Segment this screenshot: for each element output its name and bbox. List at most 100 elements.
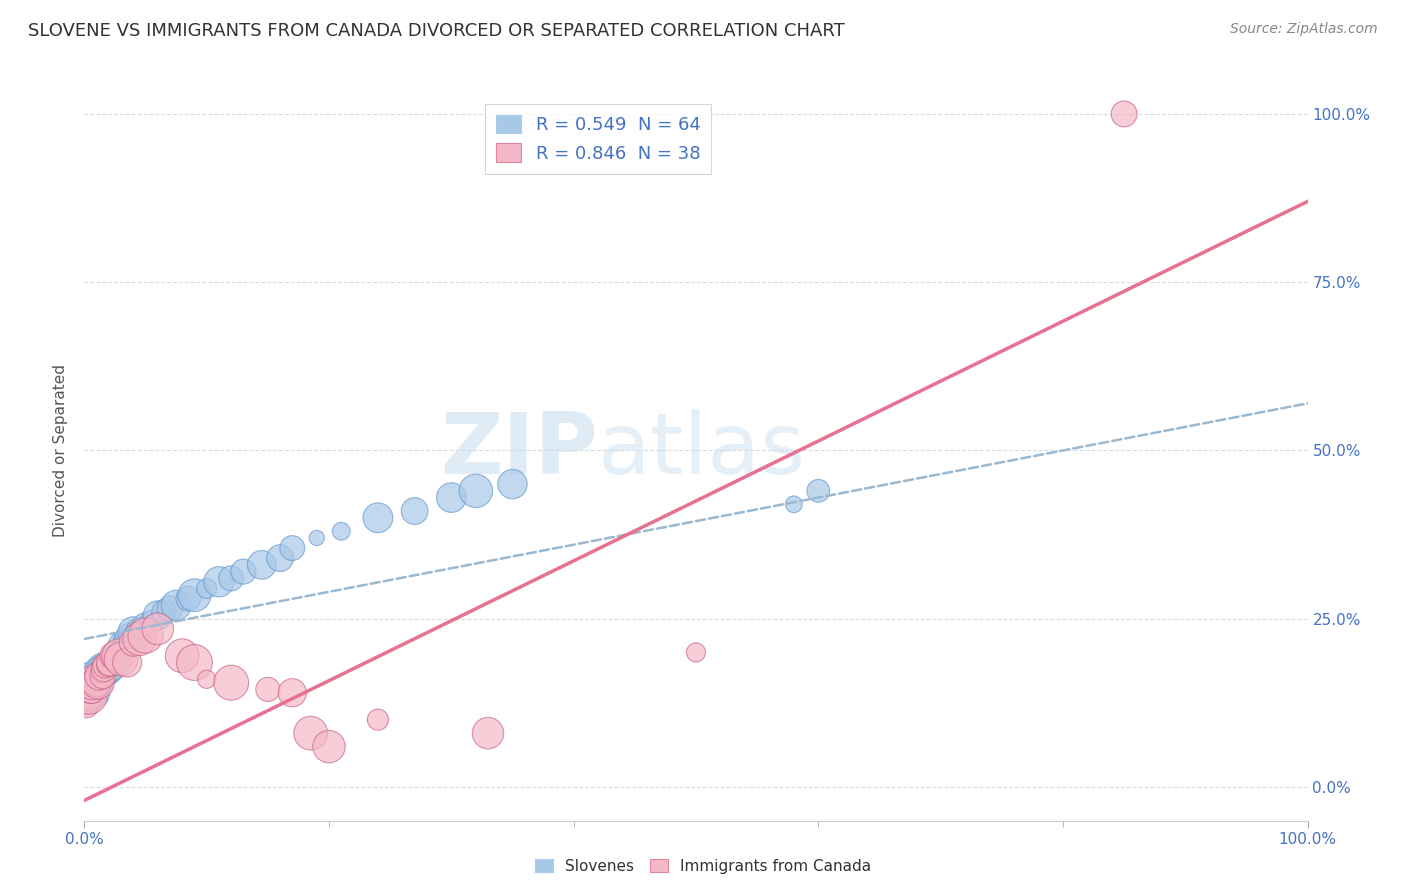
Point [94,658,117,673]
Point [77,673,100,687]
Point [93,662,115,676]
Point [93,673,115,687]
Text: atlas: atlas [598,409,806,492]
Point [257,682,280,697]
Point [80,682,103,697]
Point [232,565,254,579]
Point [103,648,125,663]
Legend: Slovenes, Immigrants from Canada: Slovenes, Immigrants from Canada [529,853,877,880]
Point [91,665,114,680]
Point [83,686,105,700]
Point [86,673,108,687]
Point [250,558,273,572]
Point [90,669,112,683]
Point [76,699,98,714]
Point [165,599,187,613]
Text: SLOVENE VS IMMIGRANTS FROM CANADA DIVORCED OR SEPARATED CORRELATION CHART: SLOVENE VS IMMIGRANTS FROM CANADA DIVORC… [28,22,845,40]
Point [125,628,148,642]
Point [146,608,169,623]
Point [120,632,142,646]
Point [80,673,103,687]
Point [153,605,176,619]
Point [97,669,120,683]
Point [177,591,200,606]
Point [79,675,101,690]
Point [269,551,291,566]
Point [135,618,157,632]
Point [172,648,194,663]
Point [110,639,132,653]
Point [367,713,389,727]
Point [110,652,132,666]
Point [112,642,135,657]
Point [77,689,100,703]
Point [464,483,486,498]
Point [93,662,115,676]
Point [87,669,110,683]
Point [1114,107,1136,121]
Point [305,531,328,545]
Point [330,524,353,539]
Point [159,601,181,615]
Point [440,491,463,505]
Point [86,675,108,690]
Point [183,588,205,602]
Point [122,625,145,640]
Y-axis label: Divorced or Separated: Divorced or Separated [53,364,69,537]
Point [783,497,806,511]
Point [84,675,107,690]
Point [195,673,218,687]
Point [84,673,107,687]
Point [128,632,150,646]
Point [281,686,304,700]
Point [122,635,145,649]
Point [115,656,138,670]
Text: ZIP: ZIP [440,409,598,492]
Point [77,679,100,693]
Point [502,477,524,491]
Point [89,665,111,680]
Point [84,669,107,683]
Point [146,622,169,636]
Point [318,739,340,754]
Legend: R = 0.549  N = 64, R = 0.846  N = 38: R = 0.549 N = 64, R = 0.846 N = 38 [485,104,711,174]
Point [107,648,129,663]
Point [97,658,120,673]
Point [183,656,205,670]
Point [76,692,98,706]
Point [104,652,127,666]
Point [82,675,104,690]
Point [98,656,121,670]
Point [195,582,218,596]
Point [75,692,97,706]
Point [367,510,389,524]
Point [128,625,150,640]
Point [91,669,114,683]
Point [87,675,110,690]
Point [807,483,830,498]
Point [87,675,110,690]
Point [97,662,120,676]
Point [219,675,242,690]
Point [404,504,426,518]
Text: Source: ZipAtlas.com: Source: ZipAtlas.com [1230,22,1378,37]
Point [219,571,242,585]
Point [94,665,117,680]
Point [77,686,100,700]
Point [90,665,112,680]
Point [132,622,155,636]
Point [83,679,105,693]
Point [107,645,129,659]
Point [82,675,104,690]
Point [115,635,138,649]
Point [281,541,304,555]
Point [299,726,322,740]
Point [135,628,157,642]
Point [86,675,108,690]
Point [477,726,499,740]
Point [75,679,97,693]
Point [208,574,231,589]
Point [87,669,110,683]
Point [82,679,104,693]
Point [96,662,118,676]
